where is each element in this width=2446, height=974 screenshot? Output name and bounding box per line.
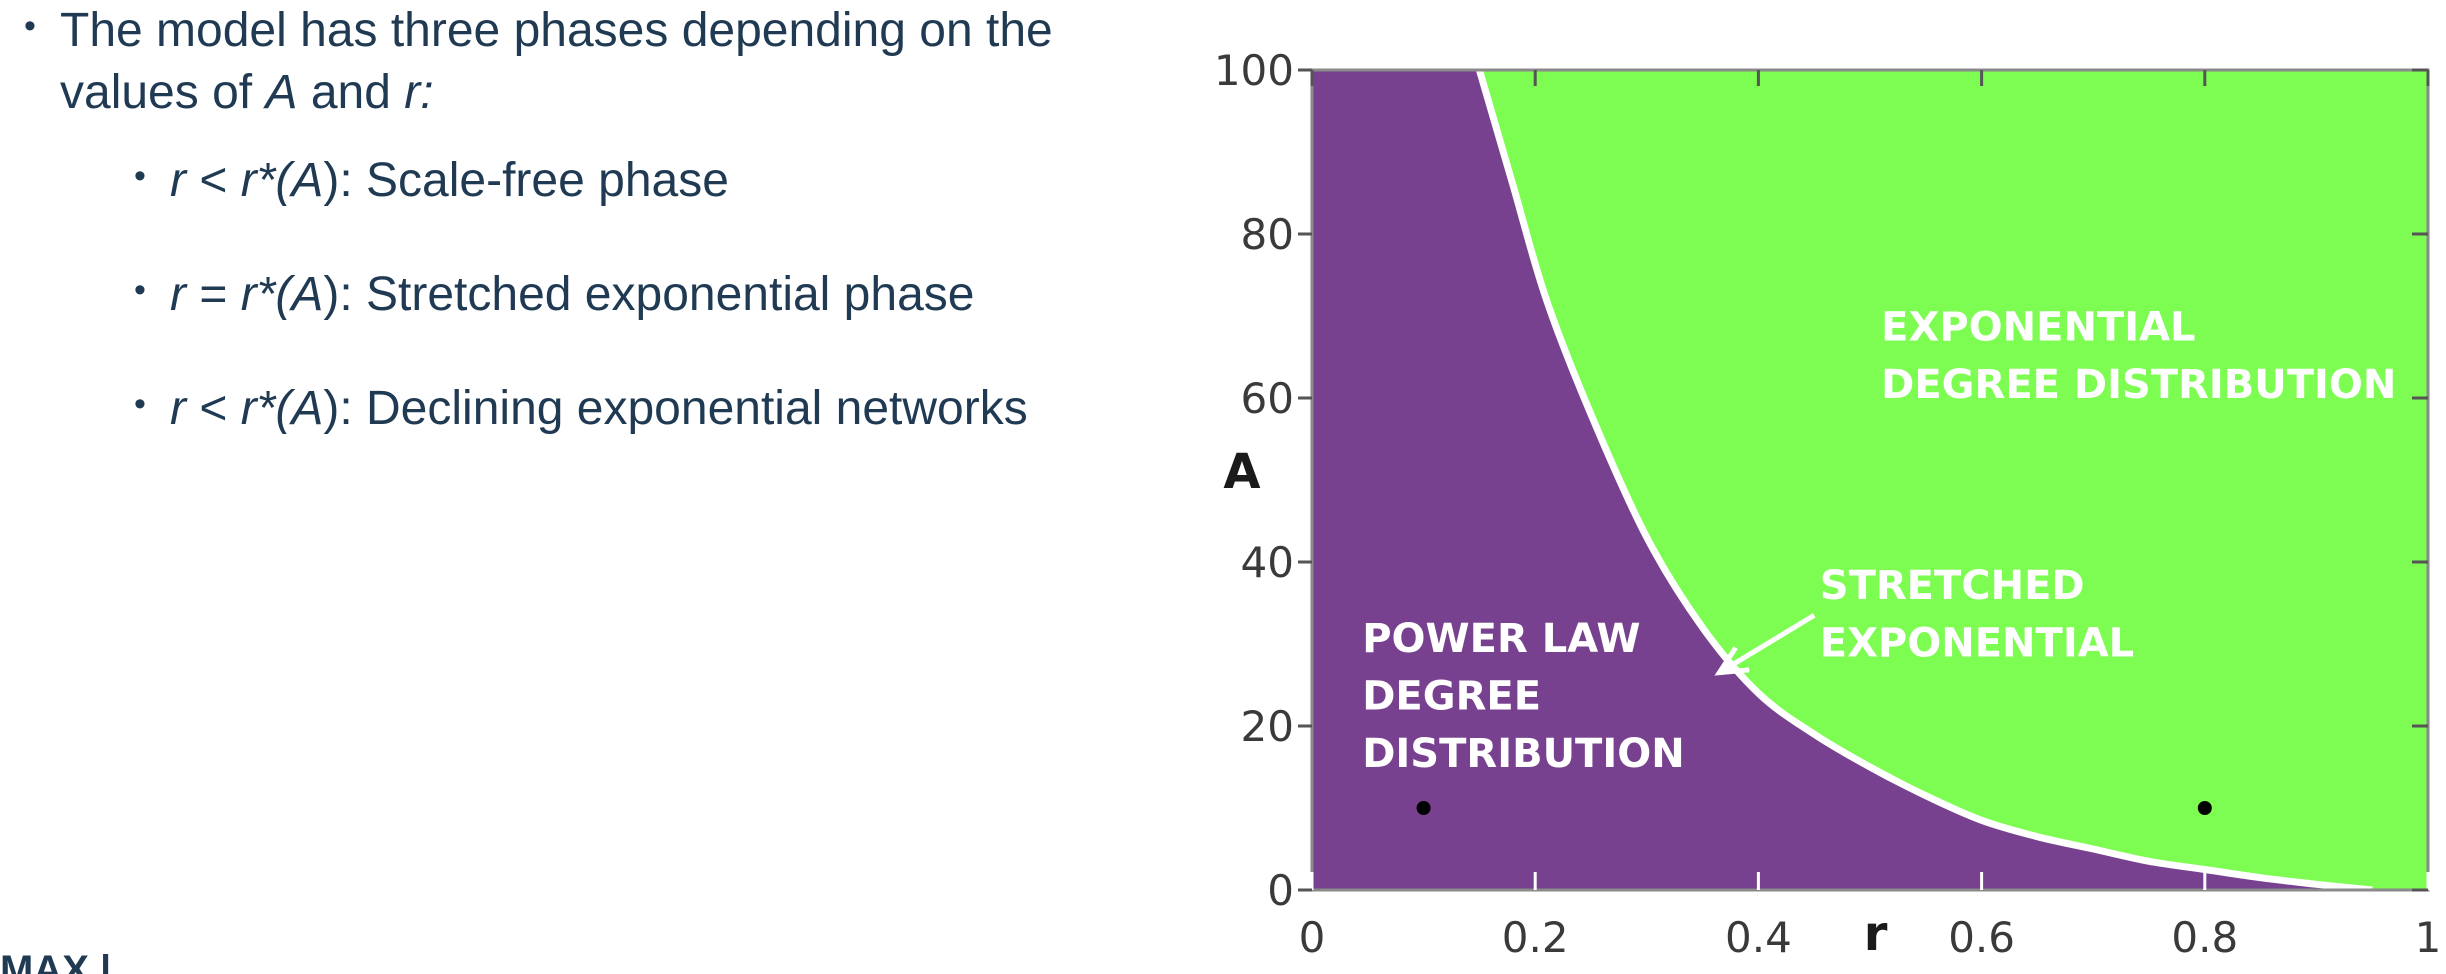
bullet-dot: • — [134, 271, 146, 309]
main-text-part: The model has three phases depending on … — [60, 4, 1053, 119]
sub-bullet-text: r < r*(A): Scale-free phase — [170, 154, 729, 207]
sub-bullet-text: r < r*(A): Declining exponential network… — [170, 382, 1028, 435]
phase-diagram-svg: 0 0.2 0.4 0.6 0.8 1 0 20 40 60 80 100 A r POWER LAW… — [1214, 46, 2442, 962]
main-text-and: and — [297, 66, 405, 119]
data-point — [1416, 801, 1431, 815]
bullet-dot: • — [24, 7, 36, 45]
y-tick-label: 0 — [1267, 866, 1294, 915]
sub-bullet-2: • r = r*(A): Stretched exponential phase — [110, 264, 974, 326]
x-tick-label: 0.2 — [1502, 913, 1569, 962]
power-law-region — [1312, 70, 2373, 890]
text-panel: • The model has three phases depending o… — [0, 0, 1180, 974]
sub-bullet-1: • r < r*(A): Scale-free phase — [110, 150, 729, 212]
stretched-arrow — [1714, 613, 1816, 676]
power-law-label-line-3: DISTRIBUTION — [1362, 731, 1684, 777]
plot-frame — [1310, 68, 2430, 892]
x-tick-label: 1 — [2415, 913, 2442, 962]
exponential-label-line-1: EXPONENTIAL — [1881, 305, 2195, 351]
sub-bullet-3: • r < r*(A): Declining exponential netwo… — [110, 378, 1028, 440]
boundary-curve — [1476, 69, 2373, 894]
y-tick-label: 100 — [1214, 46, 1294, 95]
power-law-label-line-1: POWER LAW — [1362, 616, 1640, 662]
x-tick-label: 0 — [1299, 913, 1326, 962]
bullet-dot: • — [134, 157, 146, 195]
y-axis-title: A — [1223, 444, 1260, 500]
y-tick-label: 40 — [1241, 538, 1294, 587]
stretched-label-line-2: EXPONENTIAL — [1820, 620, 2134, 666]
data-points — [1416, 801, 2212, 815]
main-bullet: • The model has three phases depending o… — [0, 0, 1110, 124]
var-a: A — [265, 66, 298, 119]
x-tick-label: 0.4 — [1725, 913, 1792, 962]
x-tick-label: 0.6 — [1948, 913, 2015, 962]
bullet-dot: • — [134, 385, 146, 423]
arrow-head — [1714, 646, 1750, 676]
y-tick-label: 20 — [1241, 702, 1294, 751]
main-bullet-text: The model has three phases depending on … — [60, 0, 1110, 124]
x-tick-label: 0.8 — [2171, 913, 2238, 962]
data-point — [2197, 801, 2212, 815]
y-tick-label: 80 — [1241, 210, 1294, 259]
arrow-shaft — [1718, 613, 1816, 675]
tick-labels: 0 0.2 0.4 0.6 0.8 1 0 20 40 60 80 100 — [1214, 46, 2442, 962]
axis-ticks — [1298, 68, 2430, 892]
sub-bullet-text: r = r*(A): Stretched exponential phase — [170, 268, 975, 321]
phase-diagram: 0 0.2 0.4 0.6 0.8 1 0 20 40 60 80 100 A r POWER LAW… — [1180, 0, 2446, 974]
power-law-label-line-2: DEGREE — [1362, 674, 1541, 720]
var-r: r: — [404, 66, 434, 119]
exponential-label-line-2: DEGREE DISTRIBUTION — [1881, 362, 2396, 408]
x-axis-title: r — [1864, 906, 1888, 962]
cut-off-text: MAX | — [0, 948, 112, 974]
y-tick-label: 60 — [1241, 374, 1294, 423]
stretched-label-line-1: STRETCHED — [1820, 563, 2085, 609]
